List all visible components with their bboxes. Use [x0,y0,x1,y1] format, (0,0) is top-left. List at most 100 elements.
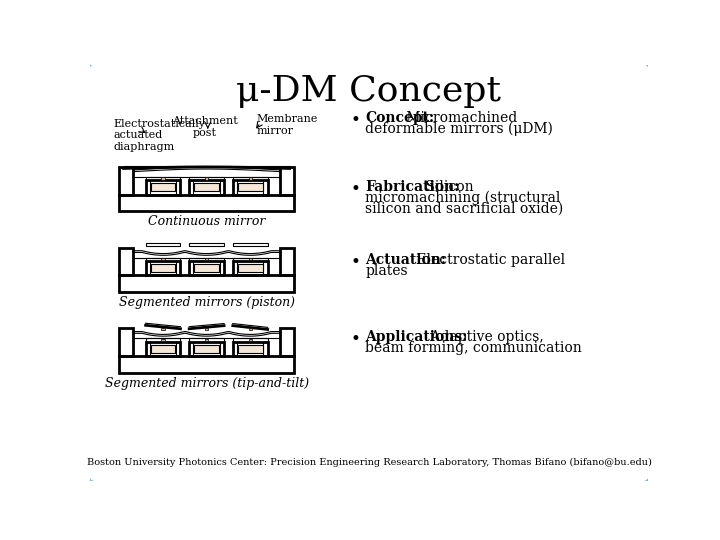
Text: Segmented mirrors (tip-and-tilt): Segmented mirrors (tip-and-tilt) [104,377,309,390]
Bar [233,258,268,261]
Bar [205,258,208,260]
Bar [176,180,181,194]
Bar [238,183,263,191]
Bar [120,167,133,194]
Bar [120,356,294,373]
Bar [120,194,294,211]
Bar [120,328,133,356]
Bar [233,243,268,246]
Bar [205,178,208,180]
Text: plates: plates [365,264,408,278]
Bar [120,167,133,194]
Text: Electrostatic parallel: Electrostatic parallel [412,253,564,267]
Bar [120,194,294,211]
Bar [194,264,219,272]
Bar [145,177,181,180]
Bar [120,275,294,292]
Bar [233,342,268,356]
Bar [150,183,176,191]
Bar [233,180,237,194]
Bar [145,258,181,261]
Bar [248,258,252,260]
Text: micromachining (structural: micromachining (structural [365,191,560,206]
Bar [145,342,181,356]
Bar [233,177,268,180]
Text: Micromachined: Micromachined [402,111,518,125]
Text: deformable mirrors (μDM): deformable mirrors (μDM) [365,122,553,136]
Bar [145,261,150,275]
Bar [189,180,224,194]
Bar [176,342,181,356]
Text: Silicon: Silicon [421,180,474,194]
Bar [264,342,268,356]
Bar [120,356,294,373]
Text: Membrane
mirror: Membrane mirror [256,114,318,136]
Text: Actuation:: Actuation: [365,253,446,267]
Bar [248,339,252,341]
Text: Segmented mirrors (piston): Segmented mirrors (piston) [119,296,294,309]
Bar [189,342,194,356]
Bar [220,261,224,275]
Text: •: • [351,180,361,198]
Bar [220,180,224,194]
Text: •: • [351,330,361,348]
Text: μ-DM Concept: μ-DM Concept [236,74,502,108]
Bar [145,180,181,194]
Text: Boston University Photonics Center: Precision Engineering Research Laboratory, T: Boston University Photonics Center: Prec… [86,457,652,467]
Bar [264,180,268,194]
Bar [161,328,165,330]
Text: •: • [351,253,361,272]
Bar [120,248,133,275]
Bar [264,261,268,275]
Text: Attachment
post: Attachment post [172,117,238,138]
Bar [189,261,194,275]
Text: silicon and sacrificial oxide): silicon and sacrificial oxide) [365,202,563,216]
Bar [161,258,165,260]
Bar [161,339,165,341]
Bar [145,180,150,194]
Bar [238,345,263,353]
Bar [150,345,176,353]
Bar [145,342,150,356]
Bar [233,261,268,275]
Bar [248,178,252,180]
Bar [145,339,181,342]
Bar [233,180,268,194]
Bar [280,167,294,194]
Bar [150,264,176,272]
Text: Concept:: Concept: [365,111,434,125]
Bar [189,243,224,246]
Text: Electrostatically
actuated
diaphragm: Electrostatically actuated diaphragm [113,119,205,152]
Bar [205,339,208,341]
Bar [189,339,224,342]
Bar [280,248,294,275]
Bar [189,180,194,194]
Bar [205,328,208,330]
Bar [238,264,263,272]
Bar [194,345,219,353]
Bar [120,248,133,275]
Bar [280,167,294,194]
Bar [233,261,237,275]
FancyBboxPatch shape [87,62,651,484]
Bar [189,342,224,356]
Text: Fabrication:: Fabrication: [365,180,459,194]
Text: Continuous mirror: Continuous mirror [148,215,266,228]
Bar [120,328,133,356]
Text: beam forming, communication: beam forming, communication [365,341,582,355]
Bar [233,342,237,356]
Bar [189,177,224,180]
Bar [194,183,219,191]
Bar [280,248,294,275]
Bar [189,258,224,261]
Bar [161,178,165,180]
Bar [176,261,181,275]
Bar [220,342,224,356]
Text: Adaptive optics,: Adaptive optics, [426,330,544,345]
Bar [145,261,181,275]
Bar [189,261,224,275]
Text: •: • [351,111,361,129]
Bar [145,243,181,246]
Bar [280,328,294,356]
Bar [248,328,252,330]
